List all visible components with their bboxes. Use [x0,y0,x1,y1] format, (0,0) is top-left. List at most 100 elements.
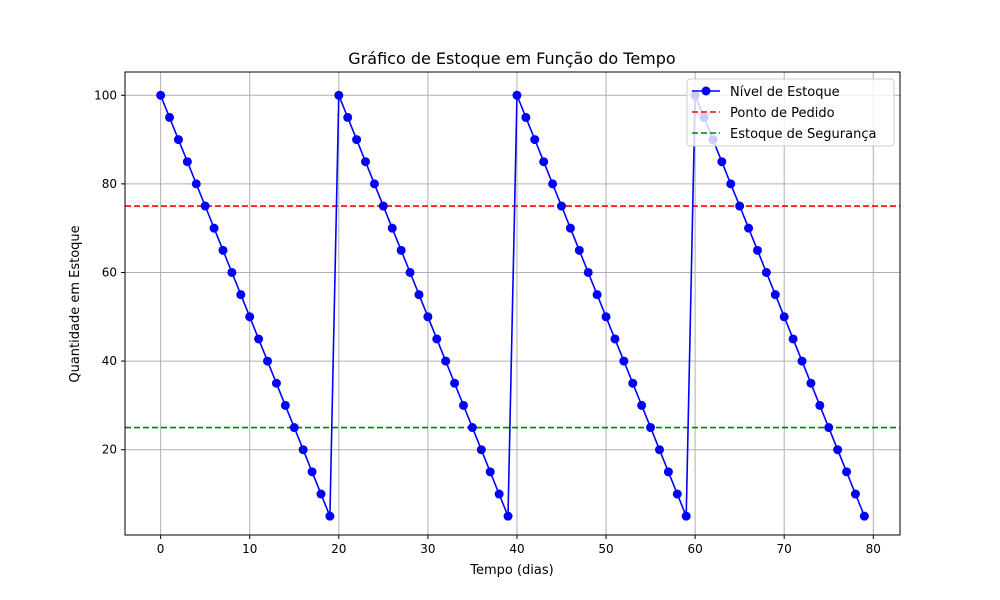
stock-level-point [806,378,816,388]
stock-level-point [173,135,183,145]
stock-level-point [182,157,192,167]
stock-level-point [681,511,691,521]
chart-title: Gráfico de Estoque em Função do Tempo [348,49,675,68]
stock-level-point [423,312,433,322]
y-tick-label: 80 [102,177,117,191]
stock-level-point [352,135,362,145]
stock-level-point [298,445,308,455]
stock-level-point [432,334,442,344]
stock-level-point [859,511,869,521]
stock-level-point [815,400,825,410]
x-tick-label: 70 [777,542,792,556]
stock-level-point [378,201,388,211]
stock-level-point [316,489,326,499]
stock-level-point [663,467,673,477]
stock-level-point [565,223,575,233]
stock-level-point [289,423,299,433]
stock-level-point [521,112,531,122]
legend-entry-label: Ponto de Pedido [730,106,835,121]
stock-level-point [735,201,745,211]
stock-level-point [672,489,682,499]
stock-level-point [450,378,460,388]
y-tick-label: 100 [94,88,117,102]
x-axis-label: Tempo (dias) [469,563,553,578]
legend-entry-label: Nível de Estoque [730,85,840,100]
x-tick-label: 10 [242,542,257,556]
stock-level-point [637,400,647,410]
stock-level-point [770,290,780,300]
stock-level-point [850,489,860,499]
stock-level-point [227,267,237,277]
stock-level-point [405,267,415,277]
legend-marker [701,86,711,96]
stock-level-point [361,157,371,167]
stock-level-point [744,223,754,233]
y-tick-label: 40 [102,354,117,368]
y-tick-label: 60 [102,265,117,279]
stock-level-point [156,90,166,100]
stock-level-point [263,356,273,366]
plot-frame [124,71,901,536]
legend-entry-label: Estoque de Segurança [730,127,876,142]
stock-level-point [788,334,798,344]
stock-level-point [548,179,558,189]
stock-level-point [717,157,727,167]
stock-level-point [459,400,469,410]
stock-level-point [556,201,566,211]
stock-level-point [779,312,789,322]
x-tick-label: 60 [687,542,702,556]
stock-level-point [414,290,424,300]
stock-level-point [334,90,344,100]
x-tick-label: 50 [598,542,613,556]
stock-level-point [280,400,290,410]
stock-level-point [165,112,175,122]
stock-level-point [236,290,246,300]
stock-level-point [387,223,397,233]
x-tick-label: 80 [866,542,881,556]
stock-level-point [325,511,335,521]
x-tick-label: 30 [420,542,435,556]
stock-level-point [271,378,281,388]
stock-level-point [797,356,807,366]
stock-level-point [726,179,736,189]
x-tick-label: 40 [509,542,524,556]
legend: Nível de Estoque Ponto de Pedido Estoque d… [686,78,895,147]
stock-level-point [476,445,486,455]
stock-level-point [628,378,638,388]
stock-level-point [307,467,317,477]
y-axis-label: Quantidade em Estoque [68,225,83,382]
stock-level-point [583,267,593,277]
stock-level-point [343,112,353,122]
stock-level-point [369,179,379,189]
stock-level-point [654,445,664,455]
stock-level-point [539,157,549,167]
stock-level-point [396,245,406,255]
x-tick-label: 0 [157,542,165,556]
stock-level-point [601,312,611,322]
stock-level-point [254,334,264,344]
stock-level-point [503,511,513,521]
stock-level-point [833,445,843,455]
stock-level-point [646,423,656,433]
stock-level-point [574,245,584,255]
stock-level-point [530,135,540,145]
stock-level-point [752,245,762,255]
stock-level-point [619,356,629,366]
stock-level-point [842,467,852,477]
y-tick-label: 20 [102,443,117,457]
stock-level-point [191,179,201,189]
legend-box [686,78,895,147]
stock-level-point [467,423,477,433]
stock-level-point [494,489,504,499]
series-layer [156,90,869,521]
x-tick-label: 20 [331,542,346,556]
stock-level-point [245,312,255,322]
stock-level-point [761,267,771,277]
stock-level-point [441,356,451,366]
stock-level-point [592,290,602,300]
stock-level-point [485,467,495,477]
reference-lines [125,205,900,429]
axis-ticks: 0 10 20 30 40 50 60 70 80 20 40 60 80 100 [94,88,881,556]
stock-level-point [512,90,522,100]
